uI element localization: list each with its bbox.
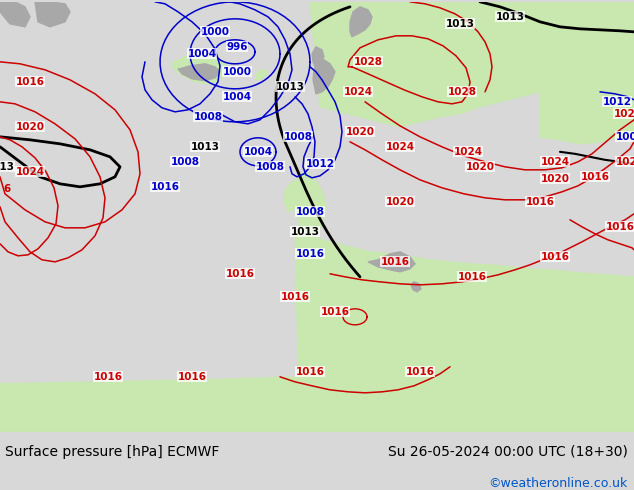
Text: 1016: 1016 <box>295 367 325 377</box>
Polygon shape <box>294 172 326 239</box>
Text: 1028: 1028 <box>354 57 382 67</box>
Text: Su 26-05-2024 00:00 UTC (18+30): Su 26-05-2024 00:00 UTC (18+30) <box>388 445 628 459</box>
Polygon shape <box>295 232 370 314</box>
Text: 1024: 1024 <box>385 142 415 152</box>
Text: 1020: 1020 <box>15 122 44 132</box>
Text: 1024: 1024 <box>540 157 569 167</box>
Polygon shape <box>350 7 372 37</box>
Text: ©weatheronline.co.uk: ©weatheronline.co.uk <box>488 477 628 490</box>
Text: 1008: 1008 <box>193 112 223 122</box>
Text: 1008: 1008 <box>256 162 285 172</box>
Polygon shape <box>310 2 634 127</box>
Polygon shape <box>0 2 30 27</box>
Text: 1020: 1020 <box>541 174 569 184</box>
Text: 1020: 1020 <box>616 157 634 167</box>
Polygon shape <box>295 232 634 432</box>
Text: 996: 996 <box>226 42 248 52</box>
Text: 1008: 1008 <box>295 207 325 217</box>
Text: 1008: 1008 <box>171 157 200 167</box>
Text: 1016: 1016 <box>150 182 179 192</box>
Text: 1024: 1024 <box>614 109 634 119</box>
Text: Surface pressure [hPa] ECMWF: Surface pressure [hPa] ECMWF <box>5 445 219 459</box>
Text: 1004: 1004 <box>223 92 252 102</box>
Polygon shape <box>178 64 220 81</box>
Polygon shape <box>540 2 634 144</box>
Text: 1020: 1020 <box>465 162 495 172</box>
Text: 1013: 1013 <box>290 227 320 237</box>
Text: 1016: 1016 <box>15 77 44 87</box>
Text: 1016: 1016 <box>605 222 634 232</box>
Text: 6: 6 <box>3 184 10 194</box>
Text: 1012: 1012 <box>306 159 335 169</box>
Text: 1013: 1013 <box>496 12 524 22</box>
Text: 1000: 1000 <box>223 67 252 77</box>
Text: 1016: 1016 <box>380 257 410 267</box>
Polygon shape <box>411 282 421 292</box>
Text: 1013: 1013 <box>190 142 219 152</box>
Text: 1004: 1004 <box>243 147 273 157</box>
Text: 1016: 1016 <box>321 307 349 317</box>
Text: 1028: 1028 <box>448 87 477 97</box>
Text: 1016: 1016 <box>406 367 434 377</box>
Polygon shape <box>312 47 324 67</box>
Text: 1013: 1013 <box>276 82 304 92</box>
Text: 1024: 1024 <box>15 167 44 177</box>
Text: 1000: 1000 <box>200 27 230 37</box>
Text: 1016: 1016 <box>178 372 207 382</box>
Text: 1016: 1016 <box>226 269 254 279</box>
Text: 1012: 1012 <box>602 97 631 107</box>
Text: 1016: 1016 <box>295 249 325 259</box>
Text: 1016: 1016 <box>458 272 486 282</box>
Text: 1024: 1024 <box>344 87 373 97</box>
Text: 1004: 1004 <box>188 49 217 59</box>
Text: 1016: 1016 <box>280 292 309 302</box>
Text: 1008: 1008 <box>283 132 313 142</box>
Text: 1020: 1020 <box>346 127 375 137</box>
Polygon shape <box>368 252 415 272</box>
Polygon shape <box>256 70 267 80</box>
Polygon shape <box>313 60 335 94</box>
Text: 1020: 1020 <box>385 197 415 207</box>
Polygon shape <box>284 180 305 212</box>
Text: 1013: 1013 <box>0 162 15 172</box>
Polygon shape <box>35 2 70 27</box>
Polygon shape <box>172 54 228 84</box>
Polygon shape <box>0 372 634 432</box>
Text: 1008: 1008 <box>616 132 634 142</box>
Text: 1013: 1013 <box>446 19 474 29</box>
Text: 1016: 1016 <box>581 172 609 182</box>
Text: 1024: 1024 <box>453 147 482 157</box>
Text: 1016: 1016 <box>93 372 122 382</box>
Text: 1016: 1016 <box>526 197 555 207</box>
Text: 1016: 1016 <box>541 252 569 262</box>
